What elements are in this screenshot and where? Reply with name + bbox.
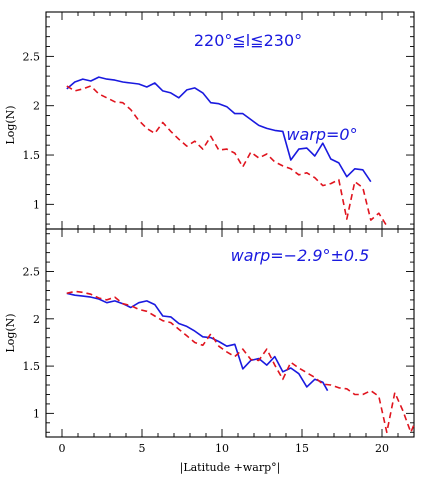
top-y-tick-label: 2.5 (23, 50, 41, 63)
top-series-dashed-line (66, 85, 388, 227)
bottom-panel-series (66, 290, 415, 434)
x-tick-label: 0 (59, 442, 66, 455)
bottom-series-dashed-line (66, 290, 415, 434)
bottom-panel-ylabel: Log(N) (4, 313, 17, 352)
bottom-y-tick-label: 1 (33, 407, 40, 420)
bottom-y-tick-label: 2.5 (23, 266, 41, 279)
bottom-y-tick-label: 1.5 (23, 360, 41, 373)
top-y-tick-label: 2 (33, 100, 40, 113)
top-panel-annotation: warp=0° (286, 125, 357, 144)
x-tick-label: 5 (139, 442, 146, 455)
bottom-series-solid-line (66, 292, 329, 392)
top-panel-ylabel: Log(N) (4, 105, 17, 144)
bottom-y-tick-label: 2 (33, 313, 40, 326)
bottom-panel-annotation: warp=−2.9°±0.5 (231, 246, 370, 265)
bottom-panel-frame (45, 228, 415, 438)
top-series-solid-line (66, 76, 372, 183)
x-tick-label: 20 (375, 442, 389, 455)
x-tick-label: 10 (215, 442, 229, 455)
x-axis-label: |Latitude +warp°| (180, 461, 281, 475)
top-panel-series (66, 76, 388, 227)
top-y-tick-label: 1.5 (23, 149, 41, 162)
top-panel-title: 220°≦l≦230° (194, 31, 302, 50)
top-panel-ticks: 1 1.5 2 2.5 (23, 12, 415, 229)
top-y-tick-label: 1 (33, 198, 40, 211)
x-tick-label: 15 (295, 442, 309, 455)
bottom-panel-ticks: 0 5 10 15 20 1 1.5 2 2.5 (23, 229, 415, 455)
